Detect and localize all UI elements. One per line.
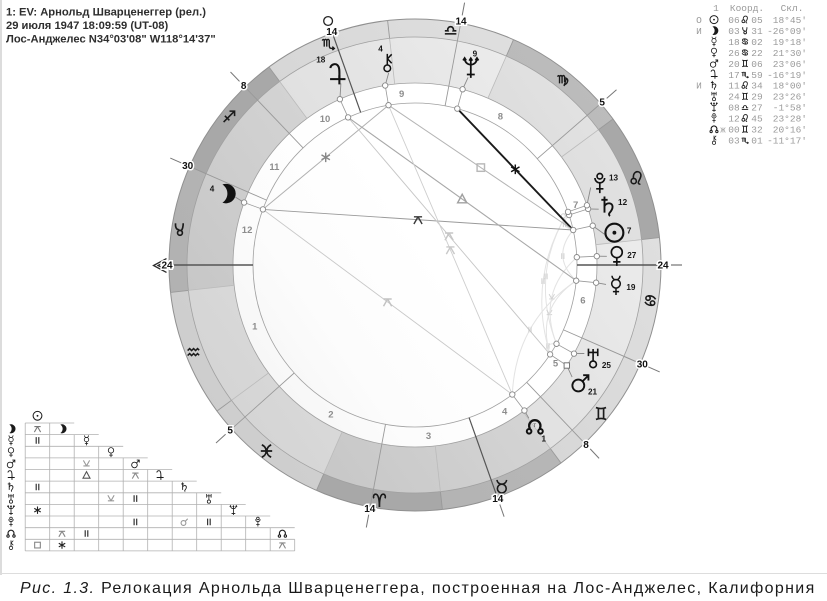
svg-text:23°06': 23°06' bbox=[773, 59, 807, 70]
svg-text:18: 18 bbox=[316, 56, 326, 65]
svg-text:Рис. 1.3. Релокация Арнольда Ш: Рис. 1.3. Релокация Арнольда Шварценегге… bbox=[20, 580, 816, 597]
svg-text:24: 24 bbox=[161, 260, 173, 271]
svg-text:18: 18 bbox=[728, 37, 740, 48]
svg-text:03: 03 bbox=[728, 136, 740, 147]
svg-text:31: 31 bbox=[751, 26, 763, 37]
svg-text:9: 9 bbox=[473, 49, 478, 58]
svg-text:19: 19 bbox=[626, 283, 636, 292]
svg-text:Коорд.: Коорд. bbox=[730, 3, 764, 14]
svg-text:24: 24 bbox=[657, 260, 669, 271]
svg-text:06: 06 bbox=[728, 15, 740, 26]
svg-text:-11°17': -11°17' bbox=[767, 136, 807, 147]
svg-text:5: 5 bbox=[599, 98, 605, 109]
svg-text:23°28': 23°28' bbox=[773, 114, 807, 125]
svg-text:7: 7 bbox=[573, 200, 578, 211]
svg-text:14: 14 bbox=[492, 494, 504, 505]
svg-text:О: О bbox=[696, 15, 702, 26]
svg-text:4: 4 bbox=[210, 184, 215, 193]
svg-text:1: 1 bbox=[252, 321, 258, 332]
svg-text:И: И bbox=[696, 81, 702, 92]
svg-text:8: 8 bbox=[241, 81, 247, 92]
svg-text:17: 17 bbox=[728, 70, 739, 81]
svg-text:10: 10 bbox=[320, 114, 331, 125]
svg-text:И: И bbox=[696, 26, 702, 37]
svg-text:4: 4 bbox=[378, 45, 383, 54]
svg-text:14: 14 bbox=[326, 27, 338, 38]
svg-text:27: 27 bbox=[627, 251, 637, 260]
svg-text:05: 05 bbox=[751, 15, 763, 26]
svg-text:30: 30 bbox=[182, 161, 194, 172]
svg-text:14: 14 bbox=[364, 504, 376, 515]
svg-text:Скл.: Скл. bbox=[781, 3, 804, 14]
svg-text:12: 12 bbox=[728, 114, 740, 125]
svg-text:2: 2 bbox=[328, 410, 333, 421]
svg-text:-26°09': -26°09' bbox=[767, 26, 807, 37]
svg-text:32: 32 bbox=[751, 125, 763, 136]
svg-text:5: 5 bbox=[227, 426, 233, 437]
svg-text:7: 7 bbox=[627, 226, 632, 235]
svg-text:29: 29 bbox=[751, 92, 763, 103]
svg-text:06: 06 bbox=[751, 59, 763, 70]
svg-text:т: т bbox=[533, 422, 536, 429]
svg-text:34: 34 bbox=[751, 81, 763, 92]
svg-text:59: 59 bbox=[751, 70, 763, 81]
svg-text:03: 03 bbox=[728, 26, 740, 37]
svg-text:11: 11 bbox=[269, 162, 280, 173]
svg-text:1: EV: Арнольд Шварценеггер (р: 1: EV: Арнольд Шварценеггер (рел.) bbox=[6, 7, 206, 19]
svg-text:02: 02 bbox=[751, 37, 763, 48]
svg-text:8: 8 bbox=[498, 112, 503, 123]
svg-text:19°18': 19°18' bbox=[773, 37, 807, 48]
svg-text:ж: ж bbox=[720, 126, 726, 136]
svg-text:21: 21 bbox=[588, 388, 598, 397]
svg-text:4: 4 bbox=[502, 406, 508, 417]
svg-text:45: 45 bbox=[751, 114, 763, 125]
svg-text:11: 11 bbox=[728, 81, 740, 92]
svg-text:22: 22 bbox=[751, 48, 763, 59]
svg-text:08: 08 bbox=[728, 103, 740, 114]
svg-text:25: 25 bbox=[602, 361, 612, 370]
svg-text:01: 01 bbox=[751, 136, 763, 147]
svg-text:18°45': 18°45' bbox=[773, 15, 807, 26]
svg-text:18°00': 18°00' bbox=[773, 81, 807, 92]
svg-text:1: 1 bbox=[542, 434, 547, 443]
svg-text:24: 24 bbox=[728, 92, 740, 103]
svg-text:20°16': 20°16' bbox=[773, 125, 807, 136]
svg-text:-16°19': -16°19' bbox=[767, 70, 807, 81]
svg-text:27: 27 bbox=[751, 103, 762, 114]
svg-text:29 июля 1947 18:09:59 (UT-08): 29 июля 1947 18:09:59 (UT-08) bbox=[6, 20, 169, 32]
svg-text:23°26': 23°26' bbox=[773, 92, 807, 103]
svg-text:20: 20 bbox=[728, 59, 740, 70]
svg-text:14: 14 bbox=[455, 17, 467, 28]
svg-text:12: 12 bbox=[242, 225, 253, 236]
svg-text:13: 13 bbox=[609, 173, 619, 182]
svg-text:3: 3 bbox=[426, 431, 431, 442]
svg-text:6: 6 bbox=[580, 295, 585, 306]
svg-text:30: 30 bbox=[637, 360, 649, 371]
svg-text:12: 12 bbox=[618, 198, 628, 207]
svg-text:9: 9 bbox=[399, 89, 404, 100]
svg-text:1: 1 bbox=[713, 3, 719, 14]
svg-text:00: 00 bbox=[728, 125, 740, 136]
svg-text:21°30': 21°30' bbox=[773, 48, 807, 59]
svg-text:26: 26 bbox=[728, 48, 740, 59]
svg-text:8: 8 bbox=[583, 440, 589, 451]
svg-text:-1°58': -1°58' bbox=[773, 103, 807, 114]
svg-text:5: 5 bbox=[553, 359, 559, 370]
svg-text:Лос-Анджелес N34°03'08" W118°1: Лос-Анджелес N34°03'08" W118°14'37" bbox=[6, 34, 216, 46]
